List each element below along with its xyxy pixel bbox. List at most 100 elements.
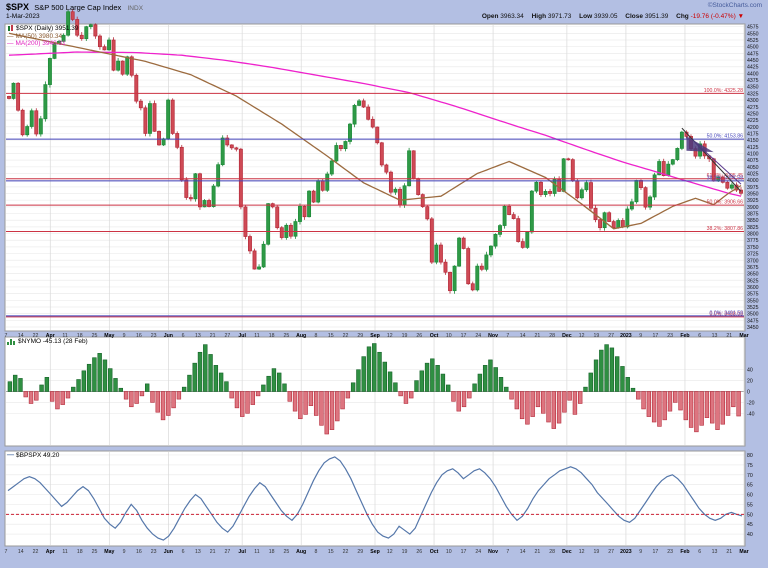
svg-text:7: 7 [506,549,509,555]
svg-text:Jun: Jun [164,333,173,339]
svg-text:Jul: Jul [238,333,246,339]
svg-text:8: 8 [315,549,318,555]
svg-text:60: 60 [747,493,753,499]
svg-text:14: 14 [18,333,24,339]
svg-text:3575: 3575 [747,292,759,298]
svg-text:12: 12 [579,549,585,555]
exchange: INDX [127,5,144,12]
svg-text:24: 24 [475,549,481,555]
svg-text:14: 14 [520,549,526,555]
svg-text:Feb: Feb [680,549,689,555]
svg-text:40: 40 [747,368,753,374]
svg-text:19: 19 [594,549,600,555]
svg-text:23: 23 [667,549,673,555]
svg-text:6: 6 [698,333,701,339]
svg-text:Nov: Nov [488,333,498,339]
price-legend-label: $SPX (Daily) 3951.39 [16,25,79,32]
svg-text:16: 16 [136,549,142,555]
bpspx-legend: — $BPSPX 49.20 [7,452,59,460]
svg-text:4175: 4175 [747,131,759,137]
svg-text:22: 22 [343,549,349,555]
open-label: Open [481,13,499,20]
svg-text:3625: 3625 [747,278,759,284]
close-value: 3951.39 [644,13,669,20]
svg-text:May: May [104,333,114,339]
svg-text:3950: 3950 [747,192,759,198]
svg-text:4200: 4200 [747,125,759,131]
svg-text:25: 25 [284,333,290,339]
svg-text:Mar: Mar [739,549,748,555]
svg-text:3525: 3525 [747,305,759,311]
svg-text:14: 14 [520,333,526,339]
svg-text:Aug: Aug [296,549,306,555]
svg-text:22: 22 [343,333,349,339]
svg-text:29: 29 [357,333,363,339]
svg-text:10: 10 [446,333,452,339]
svg-text:-40: -40 [747,411,755,417]
svg-text:3650: 3650 [747,272,759,278]
svg-text:3450: 3450 [747,325,759,331]
svg-text:4125: 4125 [747,145,759,151]
svg-text:4100: 4100 [747,151,759,157]
svg-text:9: 9 [123,333,126,339]
svg-text:4275: 4275 [747,105,759,111]
svg-text:4300: 4300 [747,98,759,104]
svg-text:Jun: Jun [164,549,173,555]
svg-text:19: 19 [402,333,408,339]
line-dash-icon: — [7,452,14,459]
svg-text:3875: 3875 [747,212,759,218]
bpspx-legend-label: $BPSPX 49.20 [16,452,60,459]
svg-text:7: 7 [5,549,8,555]
svg-text:27: 27 [225,549,231,555]
svg-text:3600: 3600 [747,285,759,291]
svg-text:4525: 4525 [747,38,759,44]
svg-text:4350: 4350 [747,85,759,91]
svg-text:38.2%: 3997.58: 38.2%: 3997.58 [707,175,743,181]
svg-text:27: 27 [225,333,231,339]
svg-text:17: 17 [461,333,467,339]
ma200-dash-icon: — [7,40,14,47]
stockcharts-credit: ©StockCharts.com [707,2,762,9]
svg-text:21: 21 [726,549,732,555]
nymo-legend-label: $NYMO -45.13 (28 Feb) [18,338,88,345]
svg-text:3975: 3975 [747,185,759,191]
svg-text:29: 29 [357,549,363,555]
chart-date: 1-Mar-2023 [6,13,40,20]
svg-text:21: 21 [210,333,216,339]
svg-text:26: 26 [416,549,422,555]
svg-text:2023: 2023 [620,333,632,339]
svg-text:22: 22 [33,549,39,555]
svg-text:20: 20 [747,379,753,385]
svg-text:May: May [104,549,114,555]
svg-text:45: 45 [747,522,753,528]
svg-text:100.0%: 4325.28: 100.0%: 4325.28 [704,88,743,94]
high-value: 3971.73 [547,13,572,20]
svg-text:17: 17 [653,549,659,555]
svg-text:28: 28 [549,549,555,555]
svg-text:3925: 3925 [747,198,759,204]
svg-text:11: 11 [254,333,259,339]
svg-text:Aug: Aug [296,333,306,339]
svg-text:11: 11 [62,549,67,555]
svg-text:18: 18 [77,549,83,555]
svg-text:25: 25 [92,549,98,555]
candlestick-icon [7,25,14,32]
svg-text:23: 23 [151,333,157,339]
svg-text:6: 6 [698,549,701,555]
low-value: 3939.05 [593,13,618,20]
svg-text:4450: 4450 [747,58,759,64]
svg-text:0.0%: 3488.03: 0.0%: 3488.03 [710,311,744,317]
svg-text:18: 18 [269,333,275,339]
svg-text:3800: 3800 [747,232,759,238]
svg-text:55: 55 [747,502,753,508]
svg-text:8: 8 [315,333,318,339]
symbol-name: S&P 500 Large Cap Index [34,3,122,12]
svg-text:9: 9 [639,333,642,339]
svg-text:38.2%: 3807.86: 38.2%: 3807.86 [707,226,743,232]
high-label: High [531,13,547,20]
svg-text:40: 40 [747,532,753,538]
svg-text:4325: 4325 [747,91,759,97]
svg-text:Dec: Dec [562,333,572,339]
